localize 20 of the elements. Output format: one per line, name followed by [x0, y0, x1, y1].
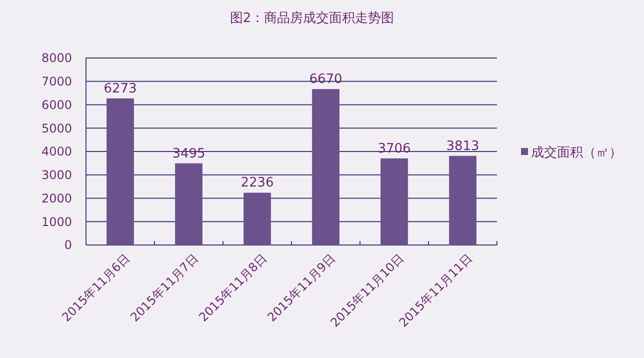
chart-title: 图2：商品房成交面积走势图 [230, 10, 394, 26]
bar [106, 98, 134, 245]
y-tick-label: 0 [64, 238, 72, 252]
y-tick-label: 2000 [41, 191, 72, 206]
bar [244, 192, 271, 245]
bar [449, 156, 476, 245]
y-tick-label: 1000 [41, 214, 72, 229]
bar [312, 89, 340, 245]
bar [380, 158, 408, 245]
y-tick-label: 6000 [41, 98, 72, 112]
y-tick-label: 7000 [41, 74, 72, 89]
bar [175, 163, 202, 245]
y-tick-label: 3000 [41, 168, 72, 182]
y-tick-label: 8000 [41, 51, 72, 66]
data-label: 3813 [446, 138, 480, 154]
y-tick-label: 5000 [41, 121, 72, 136]
data-label: 2236 [240, 176, 274, 191]
y-tick-label: 4000 [41, 144, 72, 159]
data-label: 6273 [104, 81, 137, 96]
legend-label: 成交面积（㎡） [531, 144, 622, 161]
